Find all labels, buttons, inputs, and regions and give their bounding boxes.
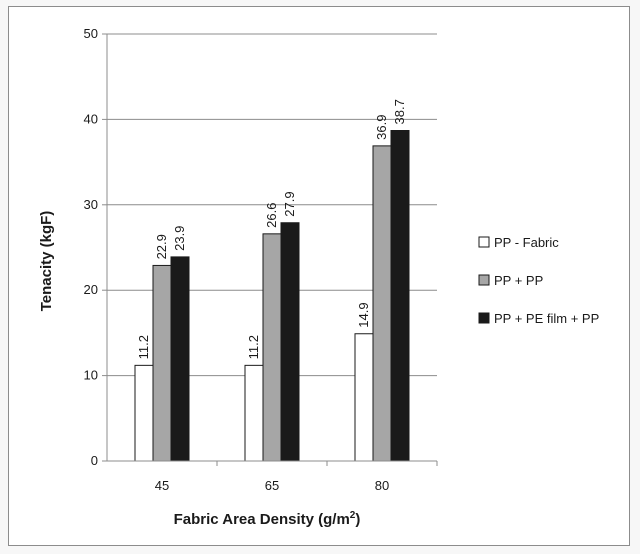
data-label: 11.2 [136,335,151,359]
y-tick-label: 50 [84,26,98,41]
x-tick-label: 80 [375,478,389,493]
data-label: 26.6 [264,203,279,228]
y-tick-label: 40 [84,111,98,126]
x-axis-title-superscript: 2 [350,510,356,521]
x-axis-title-end: ) [355,511,360,528]
bar [354,333,374,462]
bar [152,264,172,462]
bar [262,233,282,462]
data-label: 23.9 [172,226,187,251]
bar [372,145,392,462]
legend-label: PP + PE film + PP [494,311,599,326]
data-label: 27.9 [282,191,297,216]
x-axis-title: Fabric Area Density (g/m2) [174,510,361,528]
bar [170,256,190,462]
data-label: 38.7 [392,99,407,124]
bars [134,130,410,462]
legend: PP - Fabric PP + PP PP + PE film + PP [478,235,599,326]
bar [134,364,154,462]
bar [244,364,264,462]
y-tick-label: 0 [91,453,98,468]
legend-label: PP + PP [494,273,543,288]
x-tick-label: 45 [155,478,169,493]
tick-labels: 0 10 20 30 40 50 45 65 80 [84,26,390,493]
legend-label: PP - Fabric [494,235,559,250]
bar [280,222,300,462]
legend-swatch [478,312,490,324]
data-label: 22.9 [154,234,169,259]
x-tick-label: 65 [265,478,279,493]
data-labels: 11.2 22.9 23.9 11.2 26.6 27.9 14.9 36.938.7 [136,99,407,359]
y-tick-label: 10 [84,368,98,383]
chart-frame: 11.2 22.9 23.9 11.2 26.6 27.9 14.9 36.9 38.7 0 10… [8,6,630,546]
bar [390,130,410,462]
x-axis-title-main: Fabric Area Density (g/m [174,511,350,528]
y-tick-label: 20 [84,282,98,297]
y-axis-title: Tenacity (kgF) [38,211,55,312]
legend-swatch [478,274,490,286]
legend-swatch [478,236,490,248]
bar-chart: 11.2 22.9 23.9 11.2 26.6 27.9 14.9 36.938.7 0 10… [38,26,599,528]
y-tick-label: 30 [84,197,98,212]
data-label: 11.2 [246,335,261,359]
axes [102,33,438,466]
data-label: 14.9 [356,302,371,327]
data-label: 36.9 [374,115,389,140]
